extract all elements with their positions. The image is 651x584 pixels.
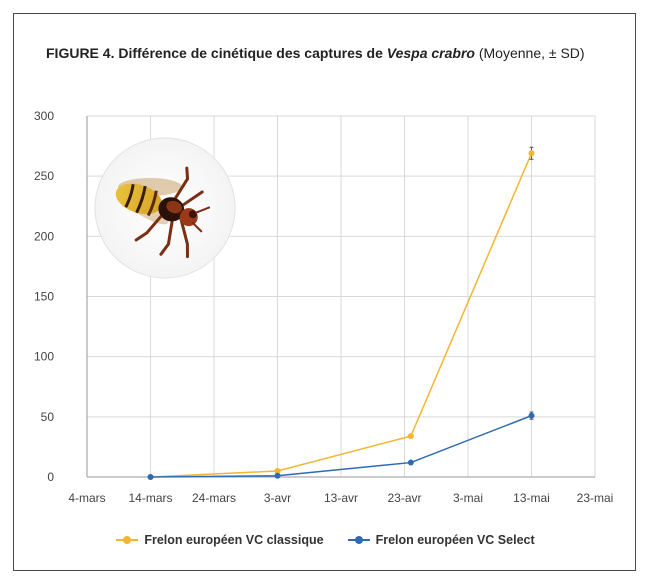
x-tick-label: 13-avr bbox=[324, 491, 358, 505]
figure-frame bbox=[13, 13, 636, 571]
data-point-1 bbox=[407, 433, 414, 440]
axis-layer: 0 50 100 150 200 250 300 4-mars 14-mars 24-mars 3-… bbox=[34, 109, 613, 505]
x-tick-label: 3-avr bbox=[264, 491, 291, 505]
legend-swatch-classique bbox=[116, 535, 139, 545]
data-point-2 bbox=[528, 412, 535, 419]
title-prefix: FIGURE 4. Différence de cinétique des ca… bbox=[46, 45, 387, 61]
legend-swatch-select bbox=[347, 535, 370, 545]
x-tick-label: 4-mars bbox=[68, 491, 105, 505]
data-point-2 bbox=[274, 472, 281, 479]
x-tick-label: 24-mars bbox=[192, 491, 236, 505]
y-tick-label: 250 bbox=[34, 169, 54, 183]
chart-legend: Frelon européen VC classique Frelon euro… bbox=[0, 533, 651, 547]
data-point-1 bbox=[274, 467, 281, 474]
legend-item-classique: Frelon européen VC classique bbox=[116, 533, 324, 547]
y-tick-label: 200 bbox=[34, 229, 54, 243]
data-point-2 bbox=[147, 474, 154, 480]
legend-label-select: Frelon européen VC Select bbox=[375, 533, 535, 547]
legend-label-classique: Frelon européen VC classique bbox=[144, 533, 324, 547]
y-tick-label: 150 bbox=[34, 290, 54, 304]
series-line-1 bbox=[150, 153, 533, 478]
y-tick-label: 300 bbox=[34, 109, 54, 123]
x-tick-label: 13-mai bbox=[513, 491, 550, 505]
chart-title: FIGURE 4. Différence de cinétique des ca… bbox=[46, 45, 585, 61]
series-line-2 bbox=[150, 414, 532, 478]
hornet-illustration bbox=[94, 137, 236, 279]
x-tick-label: 23-avr bbox=[387, 491, 421, 505]
series-layer bbox=[147, 146, 535, 480]
title-species: Vespa crabro bbox=[386, 45, 475, 61]
x-tick-label: 23-mai bbox=[577, 491, 614, 505]
title-suffix: (Moyenne, ± SD) bbox=[474, 45, 585, 61]
legend-item-select: Frelon européen VC Select bbox=[347, 533, 535, 547]
y-tick-label: 50 bbox=[41, 410, 55, 424]
data-point-2 bbox=[407, 459, 414, 466]
data-point-1 bbox=[528, 150, 535, 157]
x-tick-label: 3-mai bbox=[453, 491, 483, 505]
y-tick-label: 100 bbox=[34, 350, 54, 364]
y-tick-label: 0 bbox=[47, 470, 54, 484]
x-tick-label: 14-mars bbox=[128, 491, 172, 505]
